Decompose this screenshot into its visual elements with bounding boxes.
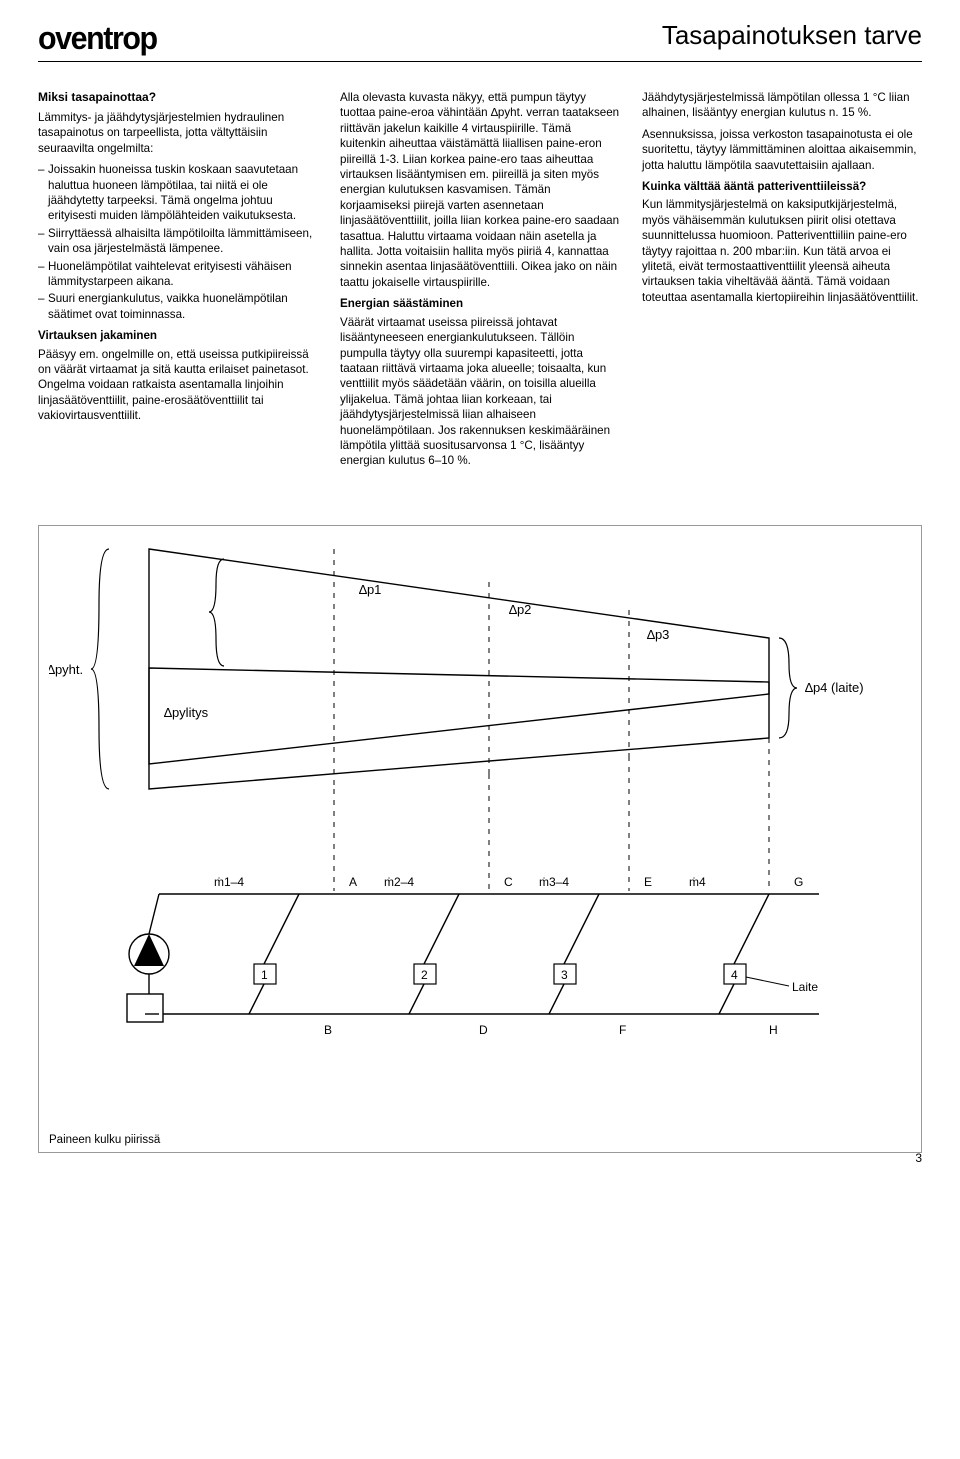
label-dp-ylitys: ∆pylitys	[164, 705, 209, 720]
label-A: A	[349, 875, 357, 889]
label-m24: ṁ2–4	[384, 875, 414, 889]
problem-list: Joissakin huoneissa tuskin koskaan saavu…	[38, 162, 318, 322]
label-laite: Laite	[792, 980, 818, 994]
logo: oventrop	[38, 20, 157, 57]
label-dp3: ∆p3	[647, 627, 669, 642]
problem-item: Joissakin huoneissa tuskin koskaan saavu…	[38, 162, 318, 224]
label-m34: ṁ3–4	[539, 875, 569, 889]
node-4: 4	[731, 968, 738, 982]
label-dp2: ∆p2	[509, 602, 531, 617]
node-2: 2	[421, 968, 428, 982]
problem-item: Siirryttäessä alhaisilta lämpötiloilta l…	[38, 226, 318, 257]
diagram-explanation: Alla olevasta kuvasta näkyy, että pumpun…	[340, 90, 620, 290]
label-dp4: ∆p4 (laite)	[805, 680, 864, 695]
body-columns: Miksi tasapainottaa? Lämmitys- ja jäähdy…	[38, 90, 922, 475]
diagram-caption: Paineen kulku piirissä	[49, 1134, 911, 1146]
label-dp1: ∆p1	[359, 582, 381, 597]
column-3: Jäähdytysjärjestelmissä lämpötilan olles…	[642, 90, 922, 475]
label-C: C	[504, 875, 513, 889]
column-2: Alla olevasta kuvasta näkyy, että pumpun…	[340, 90, 620, 475]
page-number: 3	[915, 1151, 922, 1165]
heading-why-balance: Miksi tasapainottaa?	[38, 90, 318, 106]
pressure-diagram: ∆pyht. ∆pylitys ∆p1 ∆p2 ∆p3 ∆p4 (laite)	[38, 525, 922, 1153]
noise-paragraph: Kun lämmitysjärjestelmä on kaksiputkijär…	[642, 197, 922, 305]
header: oventrop Tasapainotuksen tarve	[38, 20, 922, 62]
label-D: D	[479, 1023, 488, 1037]
label-B: B	[324, 1023, 332, 1037]
energy-paragraph: Väärät virtaamat useissa piireissä johta…	[340, 315, 620, 469]
label-m4: ṁ4	[689, 875, 706, 889]
problem-item: Suuri energiankulutus, vaikka huonelämpö…	[38, 291, 318, 322]
intro-paragraph: Lämmitys- ja jäähdytysjärjestelmien hydr…	[38, 110, 318, 156]
column-1: Miksi tasapainottaa? Lämmitys- ja jäähdy…	[38, 90, 318, 475]
subhead-energy-saving: Energian säästäminen	[340, 296, 620, 311]
node-3: 3	[561, 968, 568, 982]
label-F: F	[619, 1023, 626, 1037]
label-H: H	[769, 1023, 778, 1037]
label-E: E	[644, 875, 652, 889]
subhead-valve-noise: Kuinka välttää ääntä patteriventtiileiss…	[642, 179, 922, 194]
problem-item: Huonelämpötilat vaihtelevat erityisesti …	[38, 259, 318, 290]
flow-paragraph: Pääsyy em. ongelmille on, että useissa p…	[38, 347, 318, 424]
node-1: 1	[261, 968, 268, 982]
subhead-flow-distribution: Virtauksen jakaminen	[38, 328, 318, 343]
label-m14: ṁ1–4	[214, 875, 244, 889]
label-G: G	[794, 875, 803, 889]
document-title: Tasapainotuksen tarve	[662, 20, 922, 51]
label-dp-yht: ∆pyht.	[49, 662, 83, 677]
startup-paragraph: Asennuksissa, joissa verkoston tasapaino…	[642, 127, 922, 173]
cooling-paragraph: Jäähdytysjärjestelmissä lämpötilan olles…	[642, 90, 922, 121]
